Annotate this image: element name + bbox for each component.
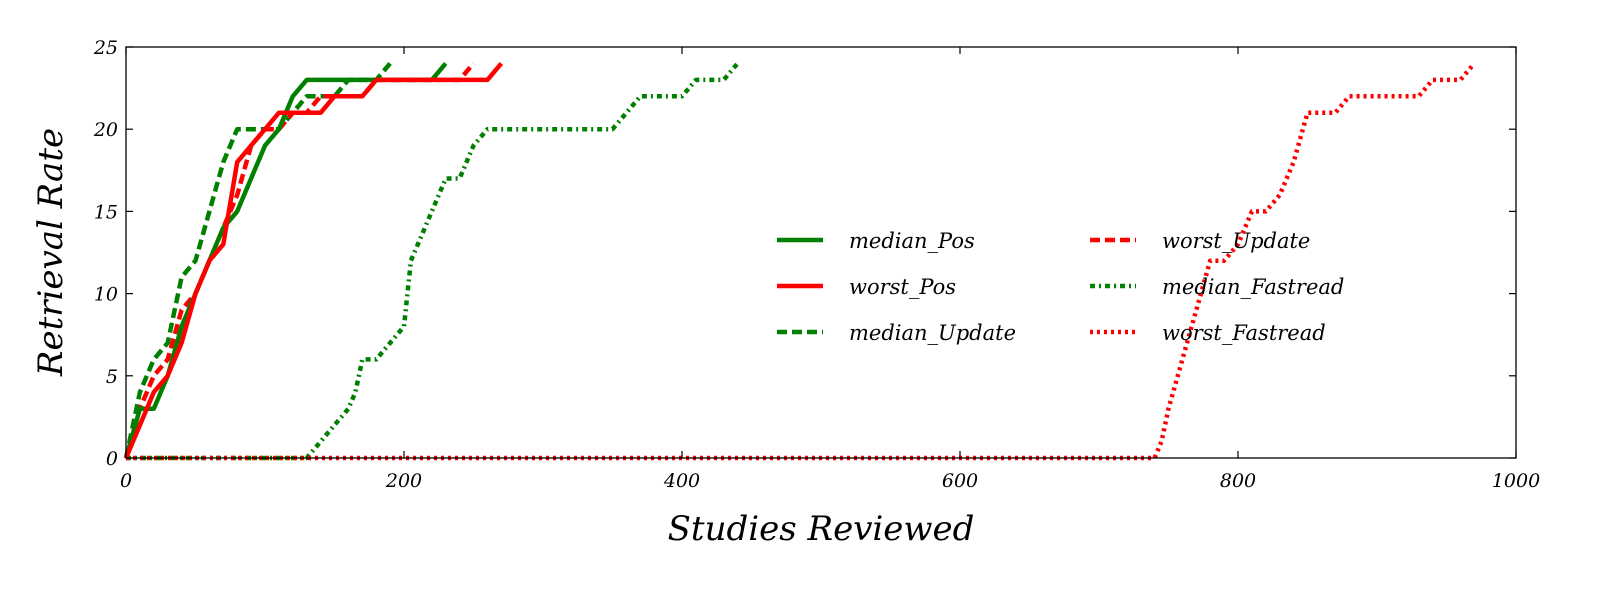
y-tick-label: 5 — [106, 366, 118, 388]
legend-label: worst_Fastread — [1162, 321, 1326, 345]
series-lines — [123, 61, 1477, 461]
x-tick-label: 0 — [120, 470, 132, 492]
axis-ticks: 0 200 400 600 800 1000 0 5 10 15 20 25 — [93, 37, 1540, 492]
series-line-worst_Update — [123, 61, 476, 459]
x-tick-label: 400 — [663, 470, 700, 492]
x-tick-label: 600 — [942, 470, 978, 492]
y-tick-label: 25 — [93, 37, 118, 59]
legend-label: worst_Update — [1162, 229, 1310, 253]
legend-label: worst_Pos — [849, 275, 956, 299]
y-tick-label: 0 — [106, 448, 118, 470]
series-line-median_Update — [123, 61, 392, 459]
legend-label: median_Update — [849, 321, 1016, 345]
series-line-median_Fastread — [126, 61, 740, 461]
series-line-worst_Fastread — [126, 61, 1477, 461]
legend-label: median_Pos — [849, 229, 975, 253]
x-axis-title: Studies Reviewed — [668, 509, 975, 549]
y-tick-label: 20 — [93, 119, 118, 141]
x-tick-label: 1000 — [1492, 470, 1540, 492]
plot-frame — [125, 46, 1517, 459]
series-line-worst_Pos — [123, 61, 504, 459]
y-tick-label: 15 — [94, 201, 118, 223]
legend-label: median_Fastread — [1162, 275, 1344, 299]
legend: median_Pos worst_Pos median_Update worst_Up… — [777, 229, 1344, 345]
x-tick-label: 200 — [385, 470, 422, 492]
y-tick-label: 10 — [94, 284, 118, 306]
y-axis-title: Retrieval Rate — [31, 128, 71, 377]
x-tick-label: 800 — [1220, 470, 1256, 492]
